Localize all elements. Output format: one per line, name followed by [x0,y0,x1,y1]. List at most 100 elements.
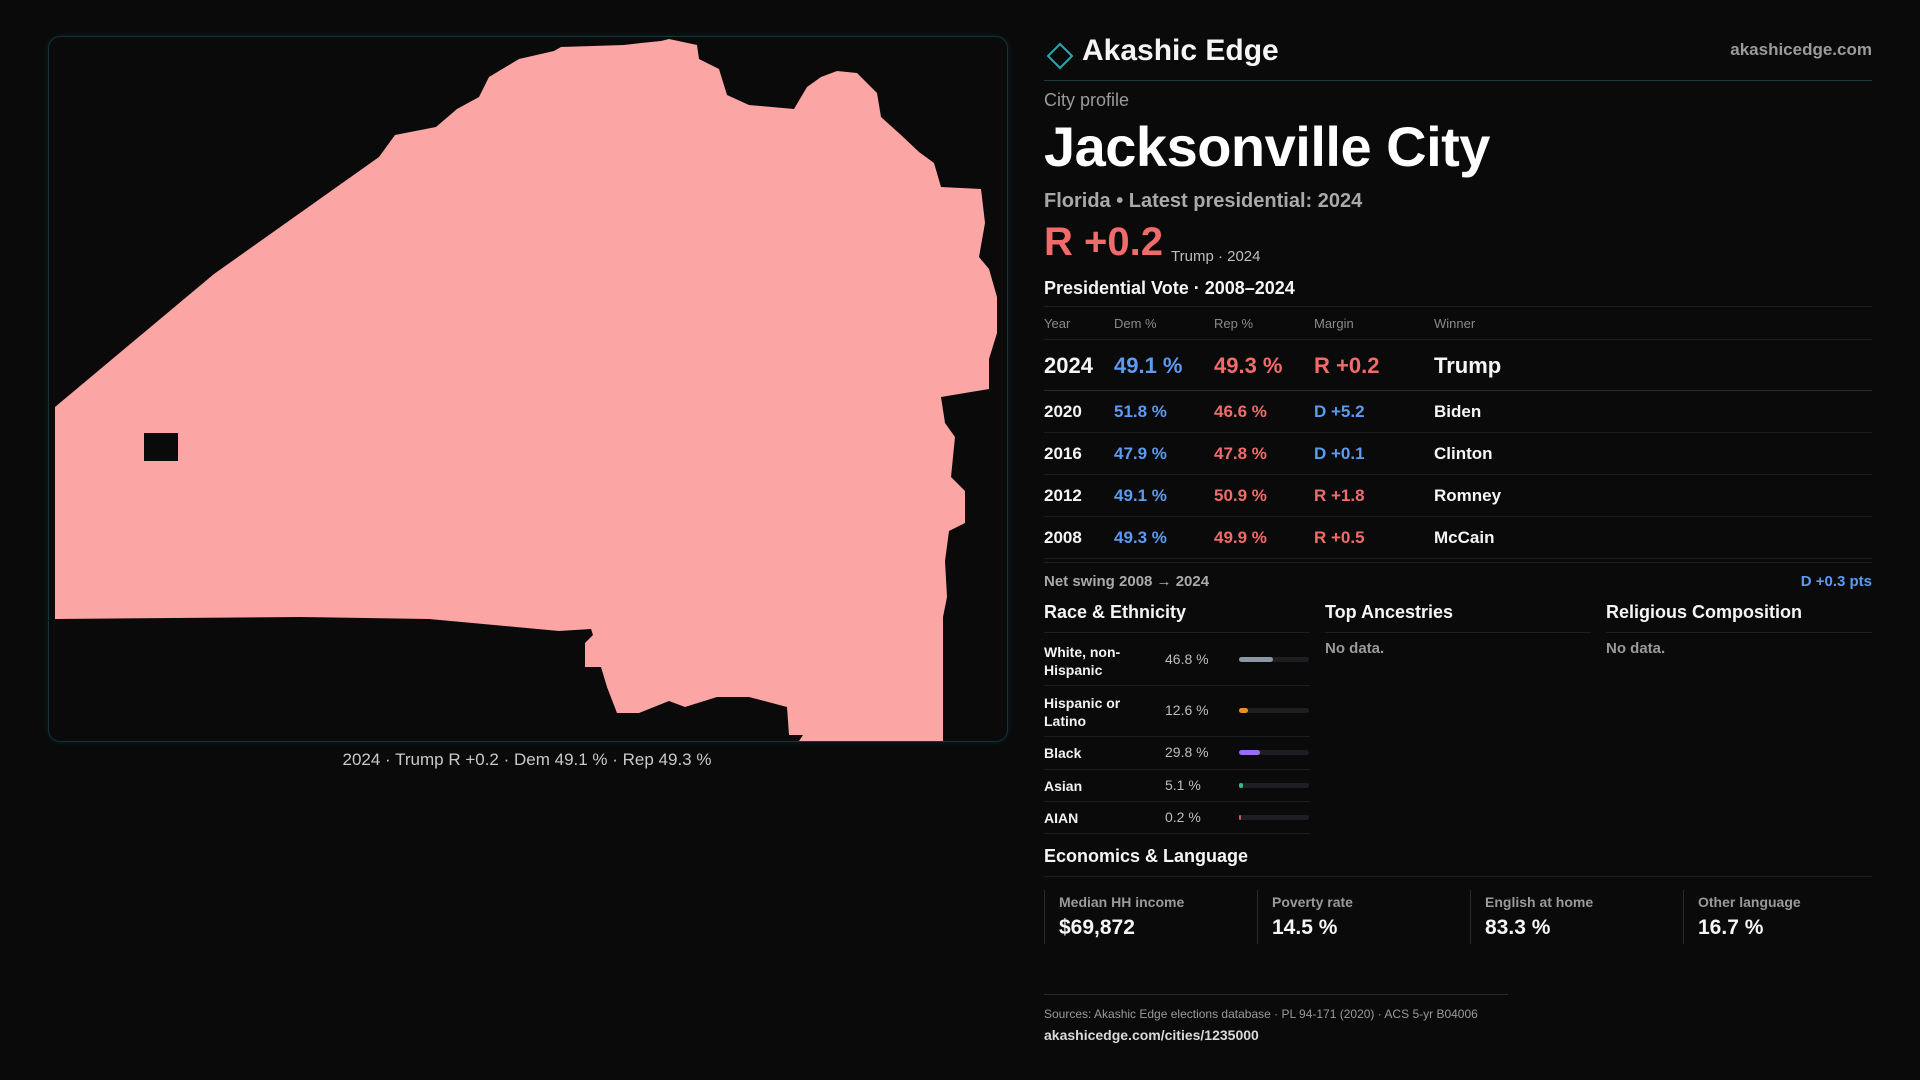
net-swing-label: Net swing 2008 → 2024 [1044,573,1210,590]
cell-margin: R +1.8 [1314,486,1365,505]
race-bar-track [1239,750,1309,755]
econ-cell-english: English at home 83.3 % [1470,890,1669,944]
race-label: Black [1044,745,1082,761]
cell-year: 2016 [1044,444,1082,463]
race-pct: 0.2 % [1165,809,1201,825]
cell-rep: 46.6 % [1214,402,1267,421]
race-pct: 46.8 % [1165,651,1209,667]
cell-winner: Clinton [1434,444,1493,463]
economics-grid: Median HH income $69,872 Poverty rate 14… [1044,890,1872,944]
cell-margin: D +5.2 [1314,402,1365,421]
econ-label: Median HH income [1059,894,1185,910]
race-label: Hispanic or Latino [1044,695,1121,729]
race-row: White, non-Hispanic 46.8 % [1044,633,1310,686]
race-row: Asian 5.1 % [1044,770,1310,802]
page-subtitle: Florida • Latest presidential: 2024 [1044,190,1363,212]
cell-year: 2008 [1044,528,1082,547]
econ-value: 83.3 % [1485,916,1551,939]
cell-rep: 49.9 % [1214,528,1267,547]
cell-winner: Trump [1434,353,1502,378]
race-row: AIAN 0.2 % [1044,802,1310,834]
diamond-icon [1046,42,1074,70]
economics-section-title: Economics & Language [1044,846,1872,877]
cell-margin: D +0.1 [1314,444,1365,463]
brand-url-link[interactable]: akashicedge.com [1730,40,1872,59]
footer-url-link[interactable]: akashicedge.com/cities/1235000 [1044,1027,1259,1043]
econ-value: 16.7 % [1698,916,1764,939]
map-panel[interactable] [48,36,1008,742]
cell-year: 2012 [1044,486,1082,505]
footer: Sources: Akashic Edge elections database… [1044,994,1508,1043]
race-label: White, non-Hispanic [1044,644,1121,678]
col-rep: Rep % [1214,316,1254,331]
col-year: Year [1044,316,1071,331]
race-row: Hispanic or Latino 12.6 % [1044,686,1310,737]
econ-label: English at home [1485,894,1594,910]
vote-table-header: Year Dem % Rep % Margin Winner [1044,306,1872,340]
religion-section: Religious Composition No data. [1606,602,1872,657]
map-caption: 2024 · Trump R +0.2 · Dem 49.1 % · Rep 4… [342,750,712,769]
race-bar-fill [1239,750,1260,755]
race-pct: 29.8 % [1165,744,1209,760]
col-winner: Winner [1434,316,1476,331]
race-bar-fill [1239,657,1273,662]
race-bar-fill [1239,708,1248,713]
table-row: 2008 49.3 % 49.9 % R +0.5 McCain [1044,517,1872,559]
table-row: 2024 49.1 % 49.3 % R +0.2 Trump [1044,340,1872,391]
race-bar-track [1239,657,1309,662]
page-title: Jacksonville City [1044,115,1490,178]
race-bar-fill [1239,783,1243,788]
religion-section-title: Religious Composition [1606,602,1872,633]
profile-kicker: City profile [1044,90,1130,110]
city-boundary-hole [144,433,178,461]
col-margin: Margin [1314,316,1354,331]
race-row: Black 29.8 % [1044,737,1310,770]
race-bar-track [1239,815,1309,820]
cell-dem: 47.9 % [1114,444,1167,463]
table-row: 2020 51.8 % 46.6 % D +5.2 Biden [1044,391,1872,433]
latest-margin-note: Trump · 2024 [1171,248,1261,265]
race-section-title: Race & Ethnicity [1044,602,1310,633]
cell-winner: Romney [1434,486,1502,505]
race-label: AIAN [1044,810,1079,826]
cell-dem: 51.8 % [1114,402,1167,421]
econ-cell-other-language: Other language 16.7 % [1683,890,1882,944]
brand-name[interactable]: Akashic Edge [1082,34,1279,67]
ancestry-section-title: Top Ancestries [1325,602,1591,633]
brand-header: Akashic Edge akashicedge.com [1044,34,1872,81]
latest-margin: R +0.2 [1044,220,1163,264]
col-dem: Dem % [1114,316,1157,331]
footer-sources: Sources: Akashic Edge elections database… [1044,1007,1478,1021]
cell-rep: 47.8 % [1214,444,1267,463]
vote-section-title: Presidential Vote · 2008–2024 [1044,278,1295,298]
cell-margin: R +0.5 [1314,528,1365,547]
econ-value: 14.5 % [1272,916,1338,939]
cell-year: 2020 [1044,402,1082,421]
ancestry-empty: No data. [1325,640,1385,657]
econ-value: $69,872 [1059,916,1135,939]
race-bar-track [1239,783,1309,788]
cell-winner: Biden [1434,402,1482,421]
vote-table: Year Dem % Rep % Margin Winner 2024 49.1… [1044,306,1872,559]
econ-label: Poverty rate [1272,894,1353,910]
religion-empty: No data. [1606,640,1666,657]
cell-margin: R +0.2 [1314,353,1380,378]
econ-cell-income: Median HH income $69,872 [1044,890,1243,944]
table-row: 2012 49.1 % 50.9 % R +1.8 Romney [1044,475,1872,517]
race-section: Race & Ethnicity White, non-Hispanic 46.… [1044,602,1310,834]
cell-rep: 50.9 % [1214,486,1267,505]
cell-dem: 49.3 % [1114,528,1167,547]
cell-dem: 49.1 % [1114,353,1183,378]
table-row: 2016 47.9 % 47.8 % D +0.1 Clinton [1044,433,1872,475]
cell-rep: 49.3 % [1214,353,1283,378]
city-boundary-map [55,39,997,741]
cell-winner: McCain [1434,528,1495,547]
cell-year: 2024 [1044,353,1093,378]
race-pct: 12.6 % [1165,702,1209,718]
econ-label: Other language [1698,894,1801,910]
city-boundary-shape[interactable] [55,39,997,741]
net-swing: Net swing 2008 → 2024 D +0.3 pts [1044,562,1872,593]
econ-cell-poverty: Poverty rate 14.5 % [1257,890,1456,944]
cell-dem: 49.1 % [1114,486,1167,505]
race-bar-fill [1239,815,1241,820]
